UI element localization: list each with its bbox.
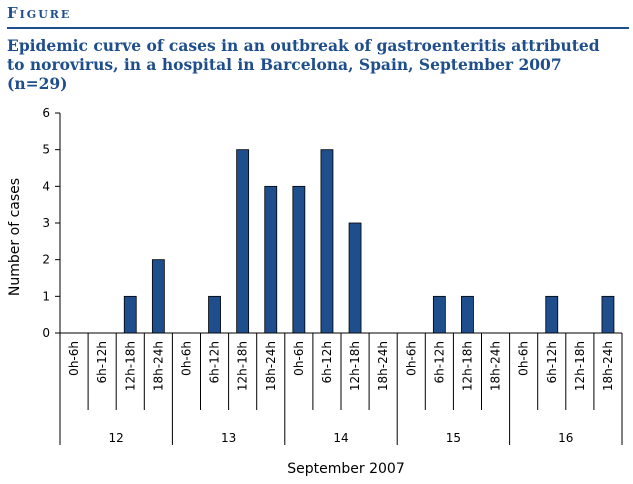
bar: [292, 185, 306, 334]
y-tick-label: 5: [42, 143, 50, 157]
bar: [151, 259, 165, 334]
x-tick-label: 6h-12h: [432, 341, 446, 383]
x-tick-label: 0h-6h: [404, 341, 418, 376]
y-tick-label: 0: [42, 326, 50, 340]
x-tick-label: 0h-6h: [179, 341, 193, 376]
chart-title: Epidemic curve of cases in an outbreak o…: [7, 36, 600, 93]
bar: [208, 295, 221, 334]
group-label: 15: [446, 431, 461, 445]
y-tick-label: 4: [42, 179, 50, 193]
x-axis-title: September 2007: [287, 461, 404, 477]
group-label: 12: [109, 431, 124, 445]
group-label: 13: [221, 431, 236, 445]
y-tick-label: 3: [42, 216, 50, 230]
x-tick-label: 0h-6h: [517, 341, 531, 376]
x-tick-label: 6h-12h: [545, 341, 559, 383]
y-axis-title: Number of cases: [7, 178, 23, 296]
bar: [601, 295, 615, 334]
x-tick-label: 12h-18h: [573, 341, 587, 391]
x-tick-label: 18h-24h: [151, 341, 165, 391]
x-tick-label: 0h-6h: [292, 341, 306, 376]
x-tick-label: 18h-24h: [489, 341, 503, 391]
x-tick-label: 18h-24h: [601, 341, 615, 391]
bar: [348, 222, 362, 334]
y-tick-label: 2: [42, 253, 50, 267]
figure-label: Figure: [7, 4, 72, 22]
x-tick-label: 12h-18h: [236, 341, 250, 391]
x-tick-label: 6h-12h: [320, 341, 334, 383]
bar: [236, 149, 250, 334]
x-tick-label: 0h-6h: [67, 341, 81, 376]
bar: [264, 185, 278, 334]
bar: [320, 149, 334, 334]
x-tick-label: 12h-18h: [123, 341, 137, 391]
x-tick-label: 18h-24h: [264, 341, 278, 391]
group-label: 14: [333, 431, 348, 445]
y-tick-label: 6: [42, 106, 50, 120]
header-divider: [7, 27, 629, 29]
x-tick-label: 18h-24h: [376, 341, 390, 391]
bar: [545, 295, 559, 334]
bar: [432, 295, 446, 334]
x-tick-label: 12h-18h: [460, 341, 474, 391]
x-tick-label: 12h-18h: [348, 341, 362, 391]
bar: [123, 295, 137, 334]
group-label: 16: [558, 431, 573, 445]
x-tick-label: 6h-12h: [208, 341, 222, 383]
x-tick-label: 6h-12h: [95, 341, 109, 383]
bar: [461, 295, 474, 334]
y-tick-label: 1: [42, 289, 50, 303]
